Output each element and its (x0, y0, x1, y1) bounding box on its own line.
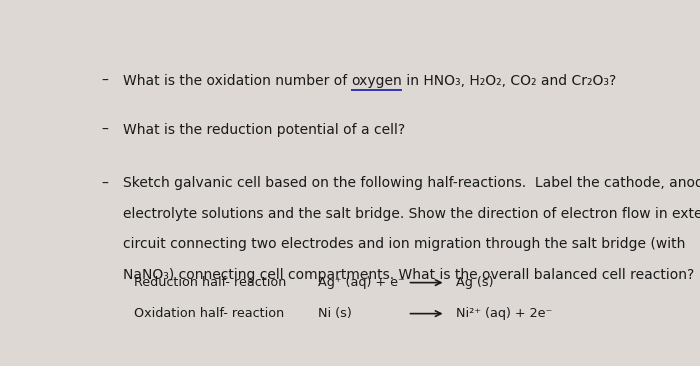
Text: Reduction half- reaction: Reduction half- reaction (134, 276, 286, 290)
Text: Ag (s): Ag (s) (456, 276, 494, 290)
Text: oxygen: oxygen (351, 74, 402, 87)
Text: Ni (s): Ni (s) (318, 307, 352, 320)
Text: NaNO₃) connecting cell compartments. What is the overall balanced cell reaction?: NaNO₃) connecting cell compartments. Wha… (122, 268, 694, 282)
Text: Ni²⁺ (aq) + 2e⁻: Ni²⁺ (aq) + 2e⁻ (456, 307, 553, 320)
Text: electrolyte solutions and the salt bridge. Show the direction of electron flow i: electrolyte solutions and the salt bridg… (122, 207, 700, 221)
Text: circuit connecting two electrodes and ion migration through the salt bridge (wit: circuit connecting two electrodes and io… (122, 237, 685, 251)
Text: What is the reduction potential of a cell?: What is the reduction potential of a cel… (122, 123, 405, 137)
Text: –: – (101, 176, 108, 190)
Text: –: – (101, 123, 108, 137)
Text: What is the oxidation number of: What is the oxidation number of (122, 74, 351, 87)
Text: in HNO₃, H₂O₂, CO₂ and Cr₂O₃?: in HNO₃, H₂O₂, CO₂ and Cr₂O₃? (402, 74, 617, 87)
Text: Sketch galvanic cell based on the following half-reactions.  Label the cathode, : Sketch galvanic cell based on the follow… (122, 176, 700, 190)
Text: Oxidation half- reaction: Oxidation half- reaction (134, 307, 284, 320)
Text: –: – (101, 74, 108, 87)
Text: Ag⁺ (aq) + e⁻: Ag⁺ (aq) + e⁻ (318, 276, 405, 290)
